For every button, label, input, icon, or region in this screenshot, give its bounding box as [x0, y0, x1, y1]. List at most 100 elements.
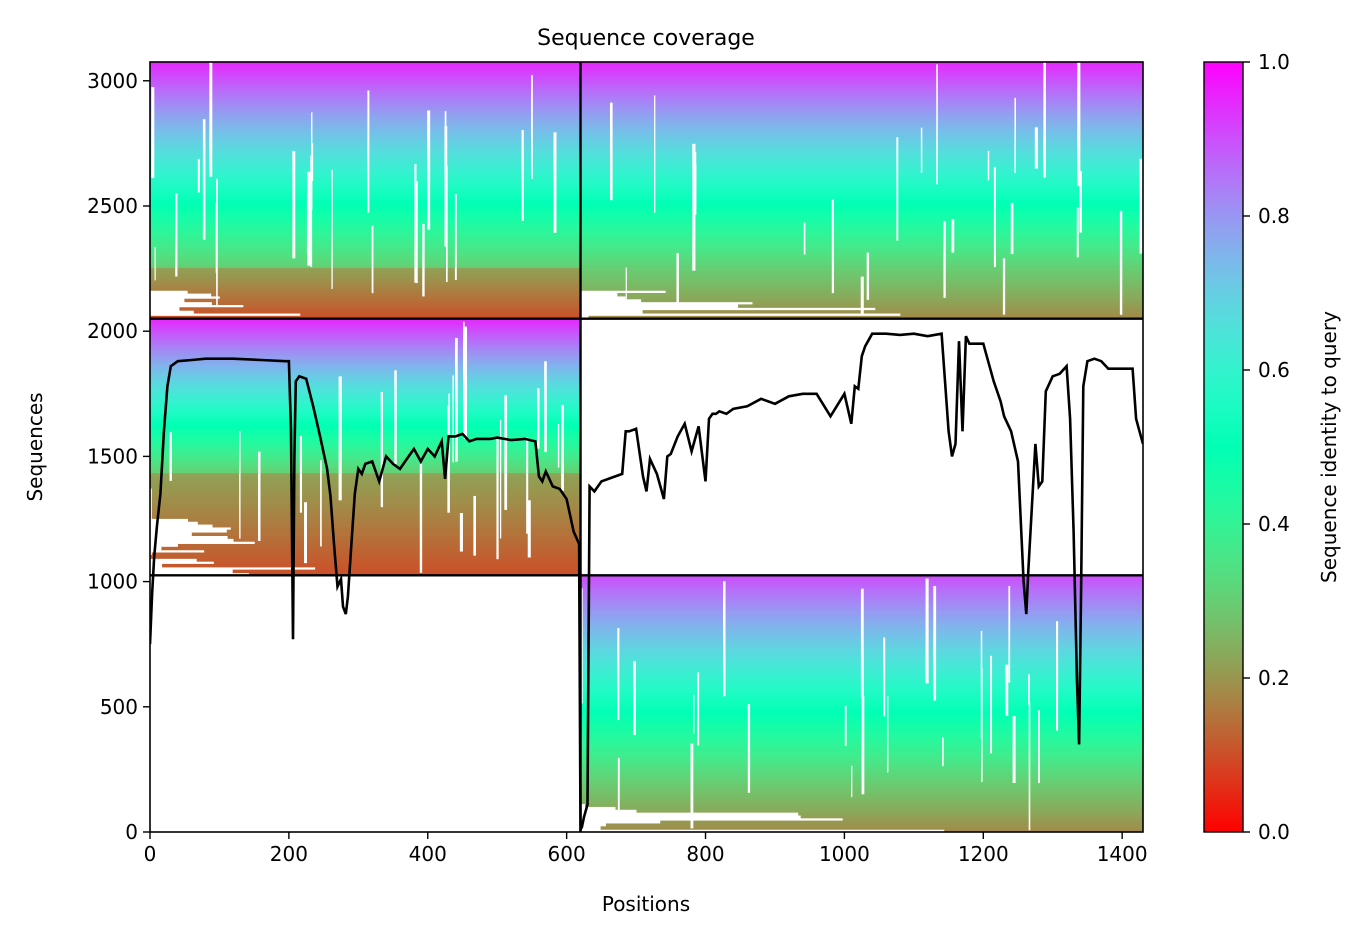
msa-row	[196, 558, 581, 562]
msa-row	[150, 193, 581, 197]
msa-gap	[452, 375, 454, 463]
msa-row	[150, 139, 581, 143]
msa-row	[150, 441, 581, 445]
x-axis-label: Positions	[602, 892, 690, 916]
msa-row	[580, 153, 1143, 157]
msa-row	[580, 216, 1143, 220]
x-axis: 0 200 400 600 800 1000 1200 1400	[144, 832, 1148, 866]
msa-gap	[197, 158, 200, 193]
x-tick-label: 400	[409, 842, 447, 866]
msa-row	[150, 184, 581, 189]
msa-row	[580, 67, 1143, 72]
msa-row	[150, 515, 581, 519]
msa-row	[150, 181, 581, 186]
msa-gap	[338, 376, 342, 501]
msa-gap	[581, 588, 583, 704]
msa-row	[150, 506, 581, 511]
msa-row	[150, 344, 581, 348]
msa-row	[315, 566, 581, 571]
msa-row	[150, 338, 581, 343]
msa-row	[150, 76, 581, 80]
msa-row	[150, 387, 581, 391]
x-tick-label: 1400	[1097, 842, 1148, 866]
msa-row	[150, 273, 581, 277]
msa-row	[150, 81, 581, 86]
msa-row	[254, 541, 581, 545]
msa-row	[580, 107, 1143, 112]
msa-row	[150, 381, 581, 385]
msa-row	[150, 466, 581, 471]
msa-row	[150, 227, 581, 231]
msa-gap	[151, 87, 155, 179]
msa-row	[150, 255, 581, 260]
msa-gap	[414, 164, 417, 283]
msa-row	[600, 826, 1143, 830]
msa-row	[150, 486, 581, 491]
msa-gap	[292, 151, 296, 259]
msa-row	[580, 227, 1143, 231]
msa-row	[150, 389, 581, 394]
msa-row	[580, 198, 1143, 203]
msa-gap	[690, 743, 694, 829]
msa-row	[150, 370, 581, 374]
msa-gap	[526, 437, 529, 534]
msa-row	[150, 398, 581, 402]
msa-row	[842, 817, 1143, 822]
msa-gap	[154, 246, 156, 281]
msa-row	[580, 253, 1143, 257]
msa-row	[580, 207, 1143, 211]
msa-row	[580, 181, 1143, 186]
msa-row	[580, 184, 1143, 189]
msa-row	[150, 401, 581, 405]
msa-row	[752, 301, 1143, 306]
msa-row	[150, 458, 581, 462]
msa-gap	[419, 463, 423, 573]
msa-gap	[463, 321, 465, 436]
msa-row	[150, 287, 581, 291]
msa-row	[150, 318, 581, 323]
msa-gap	[920, 127, 923, 174]
msa-gap	[310, 143, 314, 181]
msa-row	[150, 372, 581, 377]
msa-row	[150, 335, 581, 340]
msa-gap	[896, 137, 899, 241]
msa-row	[150, 224, 581, 229]
msa-row	[800, 814, 1143, 819]
y-tick-label: 500	[100, 695, 138, 719]
msa-row	[580, 70, 1143, 75]
msa-gap	[617, 757, 620, 820]
msa-gap	[299, 435, 303, 513]
msa-gap	[1034, 127, 1038, 169]
msa-row	[212, 524, 581, 528]
msa-row	[150, 67, 581, 72]
msa-row	[150, 93, 581, 97]
msa-row	[580, 201, 1143, 206]
msa-row	[580, 210, 1143, 214]
msa-row	[150, 278, 581, 283]
msa-row	[580, 73, 1143, 77]
msa-gap	[981, 667, 983, 783]
msa-row	[150, 164, 581, 169]
msa-row	[580, 267, 1143, 271]
msa-gap	[459, 513, 463, 552]
msa-row	[580, 101, 1143, 106]
msa-gap	[1028, 702, 1031, 831]
msa-row	[150, 421, 581, 425]
msa-gap	[454, 194, 457, 280]
msa-row	[150, 119, 581, 123]
colorbar-tick-label: 0.6	[1258, 358, 1290, 382]
msa-gap	[447, 405, 450, 513]
msa-gap	[860, 588, 864, 699]
msa-row	[150, 321, 581, 325]
msa-row	[150, 170, 581, 174]
msa-gap	[886, 695, 889, 773]
msa-row	[150, 124, 581, 129]
msa-row	[150, 364, 581, 368]
msa-row	[150, 489, 581, 494]
msa-gap	[499, 419, 502, 539]
msa-row	[150, 270, 581, 274]
msa-row	[150, 424, 581, 428]
msa-row	[150, 99, 581, 103]
msa-row	[150, 415, 581, 420]
